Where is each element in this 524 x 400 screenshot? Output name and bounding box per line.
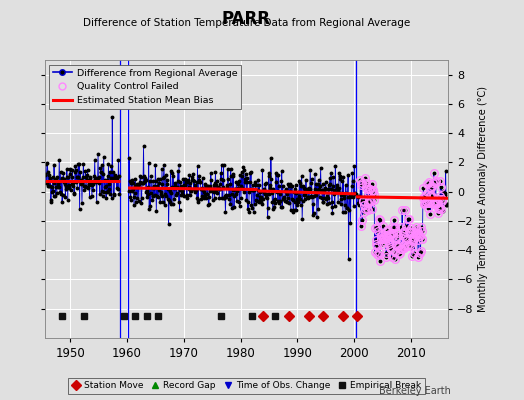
Y-axis label: Monthly Temperature Anomaly Difference (°C): Monthly Temperature Anomaly Difference (…: [478, 86, 488, 312]
Legend: Station Move, Record Gap, Time of Obs. Change, Empirical Break: Station Move, Record Gap, Time of Obs. C…: [68, 378, 425, 394]
Legend: Difference from Regional Average, Quality Control Failed, Estimated Station Mean: Difference from Regional Average, Qualit…: [49, 65, 241, 109]
Text: PARR: PARR: [222, 10, 271, 28]
Text: Difference of Station Temperature Data from Regional Average: Difference of Station Temperature Data f…: [83, 18, 410, 28]
Text: Berkeley Earth: Berkeley Earth: [379, 386, 451, 396]
